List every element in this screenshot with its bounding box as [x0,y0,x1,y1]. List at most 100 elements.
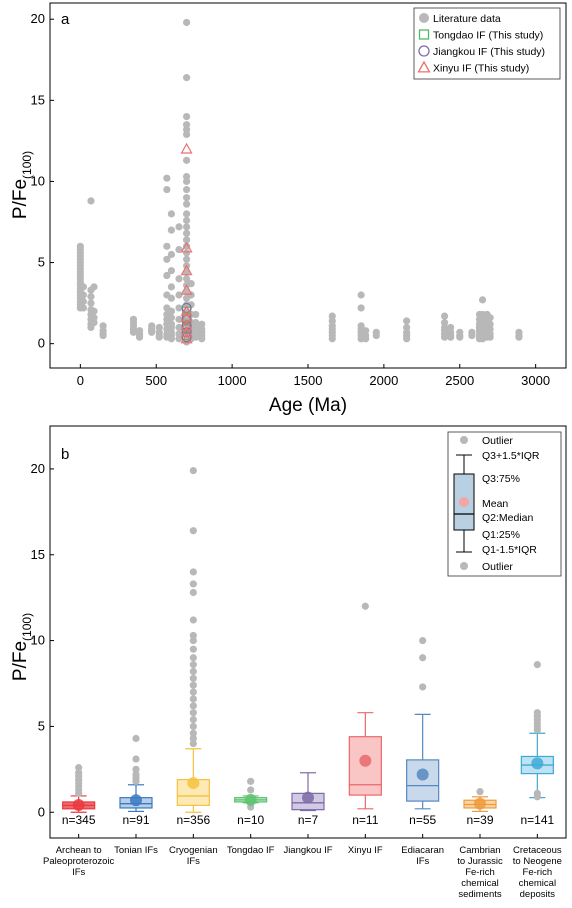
literature-data-point [192,310,200,319]
category-label-line: Jiangkou IF [283,845,332,856]
literature-data-point [175,323,183,332]
box-mean-marker [474,797,486,810]
box-outlier-point [419,654,427,662]
box-outlier-point [476,788,484,796]
n-label: n=11 [352,813,378,827]
literature-data-point [163,255,171,263]
box-outlier-point [189,467,197,475]
literature-data-point [163,271,171,280]
literature-data-point [357,291,365,299]
panel-b-y-tick-label: 5 [38,718,45,733]
box-group [348,602,382,838]
category-label-line: Fe-rich [465,867,495,878]
literature-data-point [155,333,163,341]
literature-data-point [135,333,144,341]
legend-entry-label: Xinyu IF (This study) [433,63,529,75]
box-outlier-point [419,636,427,645]
literature-data-point [90,283,98,291]
panel-b-y-axis: 0 5 10 15 20 [31,461,54,819]
n-label: n=7 [298,813,319,827]
category-label-line: IFs [187,856,200,867]
xinyu-point [180,332,193,344]
literature-data-point [515,333,523,341]
literature-data-point [182,223,191,231]
legend-q1-whisker-label: Q1-1.5*IQR [482,544,537,556]
literature-data-point [167,307,176,315]
panel-a-x-axis-title: Age (Ma) [269,395,347,416]
box-mean-marker [416,768,429,781]
box-outlier-point [189,734,197,743]
literature-data-point [182,255,191,263]
n-label: n=39 [466,813,493,827]
panel-b-y-tick-label: 20 [31,461,45,476]
legend-q1-label: Q1:25% [482,529,520,541]
box-outlier-point [189,636,197,645]
panel-a-x-tick-label: 2500 [445,373,474,388]
panel-b: b 0 5 10 15 20 n=345 n=91 n=356 n=10 n=7 n=11 n=55… [10,425,567,900]
box-outlier-point [533,709,541,717]
panel-b-y-axis-title: P/Fe(100) [10,613,34,681]
literature-data-point [182,242,191,250]
n-label: n=356 [176,813,210,827]
literature-data-point [478,296,487,304]
literature-data-point [182,74,191,82]
literature-data-point [87,293,95,301]
legend-outlier-bottom-label: Outlier [482,561,513,573]
literature-data-point [163,242,171,250]
literature-data-point [90,307,98,315]
category-label-line: Cryogenian [169,845,218,856]
literature-data-point [192,333,200,341]
category-label-line: Ediacaran [401,845,444,856]
xinyu-point [180,283,193,295]
legend-mean-icon [459,497,469,507]
literature-data-point [175,223,183,231]
literature-data-point [79,283,87,291]
literature-data-point [357,304,365,312]
literature-data-point [167,294,176,302]
legend-outlier-top-icon [460,436,468,444]
panel-a-x-axis: 0 500 1000 1500 2000 2500 3000 [77,364,550,388]
panel-a-y-tick-label: 5 [38,255,45,270]
box-outlier-point [132,755,140,763]
literature-data-point [182,216,191,224]
panel-a-x-tick-label: 2000 [369,373,398,388]
literature-data-point [163,174,171,182]
panel-a-x-tick-label: 1000 [218,373,247,388]
literature-data-point [187,301,195,309]
literature-data-point [90,318,98,327]
literature-data-point [182,249,191,257]
legend-entry-label: Tongdao IF (This study) [433,30,543,42]
literature-data-point [87,299,95,307]
literature-data-point [79,297,87,306]
panel-b-y-tick-label: 10 [31,633,45,648]
category-label: Archean to Paleoproterozoic IFs [43,845,115,878]
literature-data-point [167,314,176,322]
box-outlier-point [132,734,140,743]
literature-data-point [328,335,336,343]
category-label-line: Xinyu IF [348,845,383,856]
literature-data-point [167,226,176,234]
literature-data-point [182,156,191,164]
legend-entry-label: Literature data [433,13,501,25]
panel-a-y-tick-label: 20 [31,11,45,26]
panel-a-y-axis-title: P/Fe(100) [10,151,34,219]
literature-data-point [403,335,411,343]
panel-a-x-tick-label: 500 [145,373,167,388]
literature-data-point [362,335,370,343]
panel-a: a 0 5 10 15 20 0 500 1000 1500 2000 2500 3000 Age … [10,2,567,416]
literature-data-point [129,328,138,336]
legend-outlier-bottom-icon [460,562,468,570]
category-label: Jiangkou IF [283,845,332,856]
box-group [62,764,96,838]
literature-data-point [182,210,191,218]
box-outlier-point [419,683,427,691]
legend-median-label: Q2:Median [482,512,534,524]
box-mean-marker [130,794,142,807]
box-group [406,636,440,838]
panel-a-this-study-points [180,142,193,344]
box-outlier-point [189,681,197,689]
panel-a-y-tick-label: 0 [38,336,45,351]
box-group [520,661,554,838]
